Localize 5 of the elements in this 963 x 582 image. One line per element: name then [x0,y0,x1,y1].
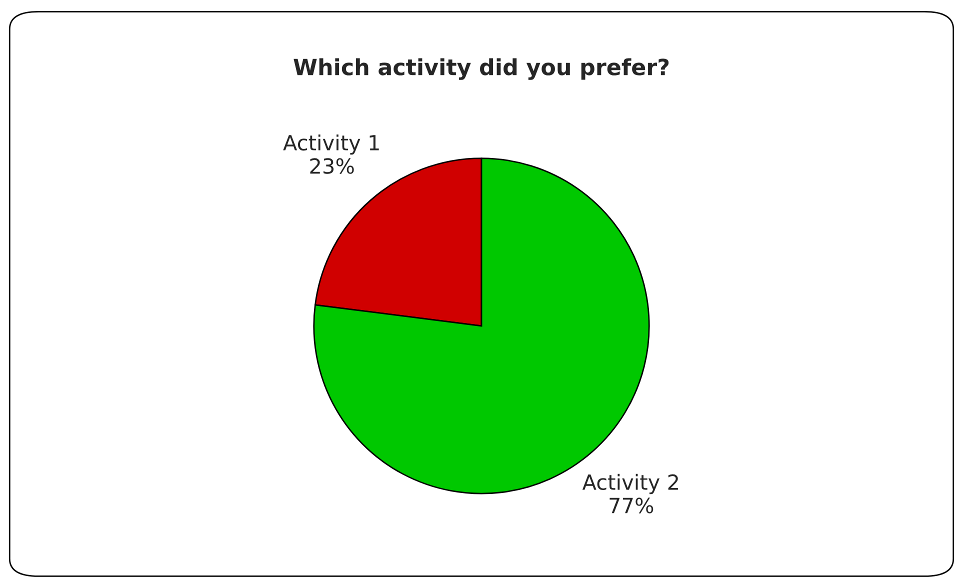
chart-title: Which activity did you prefer? [294,58,669,80]
data-label: 77% [610,498,654,514]
slice-label: Activity 1 [283,134,379,155]
data-label: 23% [310,158,354,174]
slice-label: Activity 2 [582,474,678,494]
